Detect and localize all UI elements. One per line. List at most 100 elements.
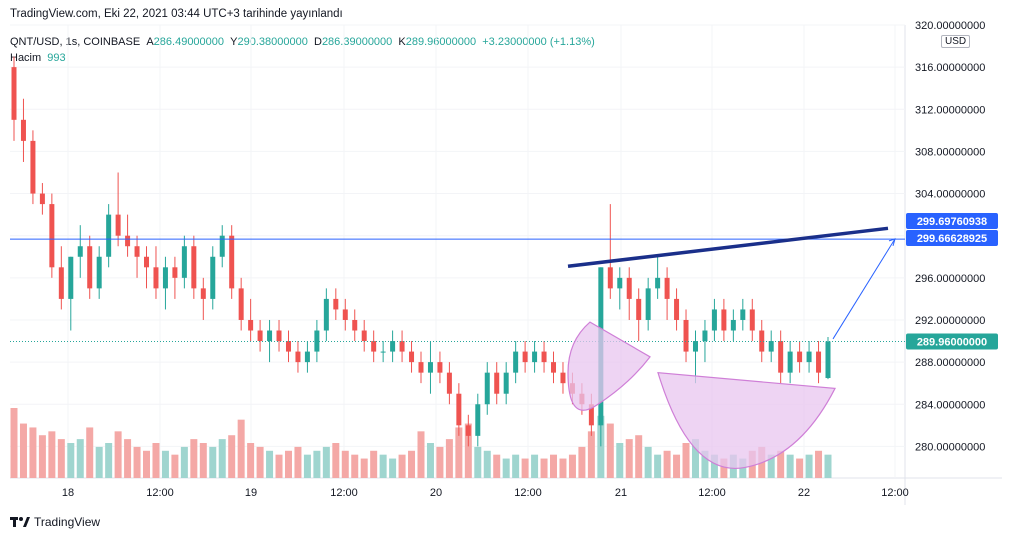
volume-bar bbox=[559, 458, 567, 478]
x-tick-label: 12:00 bbox=[146, 487, 174, 499]
volume-bar bbox=[29, 427, 37, 478]
candle-body bbox=[598, 267, 604, 426]
volume-bar bbox=[777, 450, 785, 478]
y-tick-label: 284.00000000 bbox=[915, 399, 985, 411]
volume-bar bbox=[171, 454, 179, 478]
candle-body bbox=[87, 246, 93, 289]
volume-bar bbox=[408, 450, 416, 478]
cup-pattern bbox=[657, 371, 836, 469]
candles bbox=[11, 56, 831, 447]
candle-body bbox=[730, 319, 736, 331]
currency-badge[interactable]: USD bbox=[941, 35, 971, 48]
open-label: A bbox=[146, 36, 154, 48]
volume-label[interactable]: Hacim bbox=[10, 52, 42, 64]
candle-body bbox=[191, 246, 197, 289]
level-label-lower: 299.66628925 bbox=[917, 233, 987, 245]
candle-body bbox=[617, 277, 623, 289]
volume-bar bbox=[758, 446, 766, 478]
candle-body bbox=[740, 309, 746, 320]
legend-symbol-line: QNT/USD, 1s, COINBASE A286.49000000 Y290… bbox=[10, 36, 595, 48]
candle-body bbox=[68, 256, 74, 299]
volume-bar bbox=[796, 458, 804, 478]
volume-bar bbox=[729, 454, 737, 478]
volume-bar bbox=[38, 435, 46, 478]
volume-bar bbox=[550, 454, 558, 478]
candle-body bbox=[579, 393, 585, 405]
low-label: D bbox=[313, 36, 322, 48]
candle-body bbox=[778, 341, 784, 373]
volume-bar bbox=[351, 454, 359, 478]
grid-lines bbox=[10, 24, 1002, 505]
volume-bar bbox=[682, 443, 690, 478]
volume-bar bbox=[95, 446, 103, 478]
candle-body bbox=[664, 277, 670, 299]
candle-body bbox=[314, 330, 320, 352]
candle-body bbox=[20, 119, 26, 141]
volume-bar bbox=[426, 443, 434, 478]
candle-body bbox=[513, 351, 519, 373]
candle-body bbox=[683, 319, 689, 352]
candle-body bbox=[456, 393, 462, 426]
y-tick-label: 280.00000000 bbox=[915, 441, 985, 453]
volume-bar bbox=[190, 439, 198, 478]
candle-body bbox=[399, 341, 405, 352]
volume-bar bbox=[720, 458, 728, 478]
volume-bar bbox=[663, 450, 671, 478]
candle-body bbox=[484, 372, 490, 405]
volume-bar bbox=[483, 450, 491, 478]
candle-body bbox=[333, 298, 339, 310]
candle-body bbox=[626, 277, 632, 299]
volume-bar bbox=[578, 446, 586, 478]
volume-bar bbox=[322, 446, 330, 478]
symbol-label[interactable]: QNT/USD, 1s, COINBASE bbox=[10, 36, 141, 48]
y-tick-label: 304.00000000 bbox=[915, 189, 985, 201]
volume-bar bbox=[805, 454, 813, 478]
candle-body bbox=[210, 256, 216, 299]
candle-body bbox=[304, 351, 310, 363]
volume-bar bbox=[597, 415, 605, 478]
candle-body bbox=[200, 288, 206, 299]
x-axis[interactable]: 18 12:00 19 12:00 20 12:00 21 12:00 22 12:00 bbox=[62, 487, 909, 499]
volume-bar bbox=[445, 439, 453, 478]
volume-bar bbox=[464, 423, 472, 478]
volume-bars bbox=[10, 408, 832, 478]
volume-bar bbox=[247, 443, 255, 478]
low-value: 286.39000000 bbox=[321, 36, 393, 48]
volume-bar bbox=[67, 443, 75, 478]
x-tick-label: 12:00 bbox=[881, 487, 909, 499]
candle-body bbox=[787, 351, 793, 373]
candle-body bbox=[759, 330, 765, 352]
volume-bar bbox=[474, 446, 482, 478]
volume-bar bbox=[124, 439, 132, 478]
volume-bar bbox=[218, 439, 226, 478]
volume-bar bbox=[152, 443, 160, 478]
candle-body bbox=[446, 372, 452, 394]
candle-body bbox=[692, 341, 698, 352]
tradingview-logo-icon bbox=[10, 517, 30, 527]
footer-brand[interactable]: TradingView bbox=[10, 515, 100, 529]
published-note: TradingView.com, Eki 22, 2021 03:44 UTC+… bbox=[10, 8, 343, 20]
volume-bar bbox=[209, 446, 217, 478]
candle-body bbox=[134, 246, 140, 257]
volume-bar bbox=[521, 458, 529, 478]
level-label-upper-bg bbox=[906, 213, 998, 229]
volume-bar bbox=[417, 431, 425, 478]
volume-bar bbox=[540, 458, 548, 478]
volume-bar bbox=[739, 458, 747, 478]
candle-body bbox=[655, 277, 661, 289]
x-tick-label: 12:00 bbox=[330, 487, 358, 499]
volume-bar bbox=[48, 431, 56, 478]
candle-body bbox=[551, 362, 557, 373]
candle-body bbox=[115, 214, 121, 236]
volume-bar bbox=[266, 450, 274, 478]
candle-body bbox=[229, 235, 235, 289]
candle-body bbox=[295, 351, 301, 363]
candle-body bbox=[181, 246, 187, 278]
change-value: +3.23000000 (+1.13%) bbox=[482, 36, 595, 48]
level-label-lower-bg bbox=[906, 230, 998, 246]
y-axis[interactable]: 320.00000000 316.00000000 312.00000000 308.… bbox=[906, 20, 998, 453]
volume-bar bbox=[313, 450, 321, 478]
volume-bar bbox=[815, 450, 823, 478]
